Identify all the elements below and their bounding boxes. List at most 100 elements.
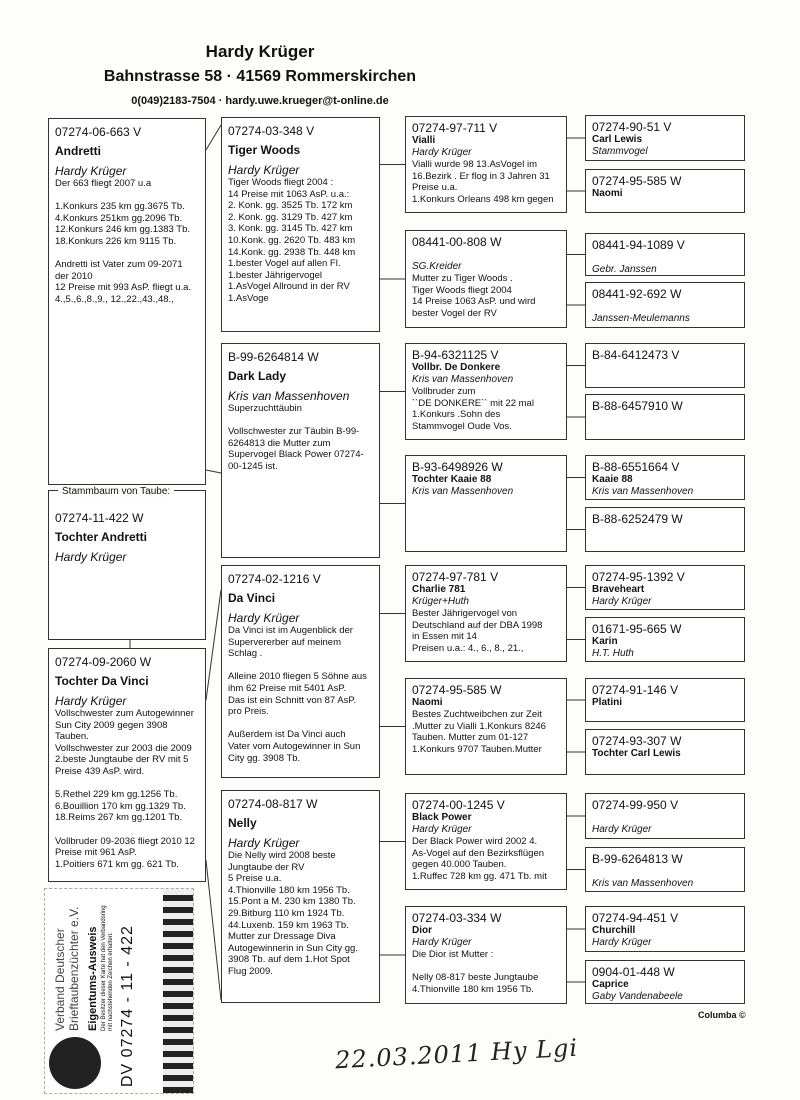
ring-number: 07274-90-51 V [592, 120, 672, 134]
great-great-grandparent-box: 07274-95-1392 V Braveheart Hardy Krüger [585, 565, 745, 610]
breeder-contact: 0(049)2183-7504 · hardy.uwe.krueger@t-on… [131, 95, 389, 107]
great-grandparent-box: 07274-00-1245 V Black Power Hardy Krüger De… [405, 793, 567, 890]
great-great-grandparent-box: 07274-91-146 V Platini [585, 678, 745, 722]
pigeon-name: Dark Lady [228, 369, 287, 383]
ring-number: 08441-92-692 W [592, 287, 682, 301]
great-grandparent-box: 08441-00-808 W SG.Kreider Mutter zu Tiger … [405, 230, 567, 328]
pigeon-notes: Mutter zu Tiger Woods . Tiger Woods flie… [412, 273, 536, 319]
ring-number: 07274-95-585 W [592, 174, 682, 188]
ring-number: 07274-91-146 V [592, 683, 679, 697]
breeder-name: Hardy Krüger [55, 550, 127, 564]
dam-box: 07274-09-2060 W Tochter Da Vinci Hardy Krü… [48, 648, 206, 882]
ring-number: 07274-03-334 W [412, 911, 502, 925]
great-great-grandparent-box: 07274-90-51 V Carl Lewis Stammvogel [585, 115, 745, 161]
stamp-organization: Verband Deutscher Brieftaubenzüchter e.V… [53, 906, 81, 1031]
great-great-grandparent-box: B-88-6252479 W [585, 507, 745, 552]
pigeon-notes: Superzuchttäubin Vollschwester zur Täubi… [228, 403, 364, 472]
pigeon-name: Caprice [592, 979, 629, 990]
breeder-name: Krüger+Huth [412, 596, 469, 607]
pigeon-notes: Vialli wurde 98 13.AsVogel im 16.Bezirk … [412, 159, 554, 205]
copyright-label: Columba © [698, 1010, 746, 1020]
pigeon-notes: Vollbruder zum ``DE DONKERE`` mit 22 mal… [412, 386, 534, 432]
grandparent-box: 07274-02-1216 V Da Vinci Hardy Krüger Da Vi… [221, 565, 380, 778]
great-grandparent-box: 07274-03-334 W Dior Hardy Krüger Die Dior i… [405, 906, 567, 1004]
stamp-subtitle: Der Besitzer dieser Karte hat den Verban… [101, 905, 114, 1031]
breeder-name: Kris van Massenhoven [412, 486, 514, 497]
connector-line [205, 469, 222, 474]
breeder-name: Hardy Krüger [412, 937, 472, 948]
great-grandparent-box: 07274-97-781 V Charlie 781 Krüger+Huth Best… [405, 565, 567, 662]
breeder-name: Hardy Krüger [228, 163, 300, 177]
pigeon-notes: Bester Jährigervogel von Deutschland auf… [412, 608, 543, 654]
association-logo-icon [49, 1037, 101, 1089]
ring-number: 07274-94-451 V [592, 911, 679, 925]
pigeon-notes: Die Nelly wird 2008 beste Jungtaube der … [228, 850, 358, 977]
breeder-name: Kris van Massenhoven [412, 374, 514, 385]
breeder-name: Hardy Krüger [412, 147, 472, 158]
ring-number: B-99-6264813 W [592, 852, 683, 866]
pigeon-name: Tochter Kaaie 88 [412, 474, 492, 485]
pigeon-name: Andretti [55, 144, 101, 158]
sire-box: 07274-06-663 V Andretti Hardy Krüger Der 66… [48, 118, 206, 485]
breeder-name: Kris van Massenhoven [592, 486, 694, 497]
great-great-grandparent-box: 08441-92-692 W Janssen-Meulemanns [585, 282, 745, 328]
ring-number: 07274-09-2060 W [55, 655, 152, 669]
pigeon-name: Platini [592, 697, 623, 708]
stamp-title: Eigentums-Ausweis [87, 926, 99, 1031]
connector-line [205, 859, 222, 1001]
great-great-grandparent-box: 07274-99-950 V Hardy Krüger [585, 793, 745, 839]
great-great-grandparent-box: B-88-6457910 W [585, 394, 745, 440]
breeder-name: Hardy Krüger [228, 611, 300, 625]
breeder-name: Kris van Massenhoven [228, 389, 350, 403]
great-great-grandparent-box: B-88-6551664 V Kaaie 88 Kris van Massenhov… [585, 455, 745, 500]
pigeon-name: Tochter Da Vinci [55, 674, 149, 688]
breeder-name: Hardy Krüger [592, 824, 652, 835]
breeder-name: Hardy Krüger [55, 164, 127, 178]
breeder-name: Hardy Krüger [592, 937, 652, 948]
great-grandparent-box: B-93-6498926 W Tochter Kaaie 88 Kris van M… [405, 455, 567, 552]
breeder-name: Hardy Krüger [205, 42, 315, 61]
ring-number: 08441-94-1089 V [592, 238, 685, 252]
pigeon-notes: Tiger Woods fliegt 2004 : 14 Preise mit … [228, 177, 356, 304]
breeder-name: Hardy Krüger [412, 824, 472, 835]
breeder-name: Hardy Krüger [228, 836, 300, 850]
pigeon-notes: Der Black Power wird 2002 4. As-Vogel au… [412, 836, 547, 882]
pigeon-name: Karin [592, 636, 618, 647]
ring-number: 01671-95-665 W [592, 622, 682, 636]
pigeon-name: Tochter Carl Lewis [592, 748, 681, 759]
pigeon-name: Charlie 781 [412, 584, 466, 595]
breeder-name: H.T. Huth [592, 648, 634, 659]
ring-number: 0904-01-448 W [592, 965, 675, 979]
breeder-name: Kris van Massenhoven [592, 878, 694, 889]
ring-number: 07274-00-1245 V [412, 798, 505, 812]
pigeon-notes: Bestes Zuchtweibchen zur Zeit .Mutter zu… [412, 709, 546, 755]
ring-number: 07274-03-348 V [228, 124, 315, 138]
ring-number: 07274-95-1392 V [592, 570, 685, 584]
ownership-card-stamp: Verband Deutscher Brieftaubenzüchter e.V… [44, 888, 194, 1094]
breeder-name: Gebr. Janssen [592, 264, 657, 275]
ring-number: 07274-97-711 V [412, 121, 498, 135]
pigeon-name: Vialli [412, 135, 436, 146]
pigeon-name: Braveheart [592, 584, 645, 595]
great-great-grandparent-box: 07274-93-307 W Tochter Carl Lewis [585, 729, 745, 775]
breeder-name: SG.Kreider [412, 261, 462, 272]
great-great-grandparent-box: B-84-6412473 V [585, 343, 745, 388]
great-grandparent-box: 07274-95-585 W Naomi Bestes Zuchtweibchen … [405, 678, 567, 775]
great-grandparent-box: 07274-97-711 V Vialli Hardy Krüger Vialli w… [405, 116, 567, 213]
pigeon-name: Carl Lewis [592, 134, 643, 145]
pigeon-notes: Die Dior ist Mutter : Nelly 08-817 beste… [412, 949, 539, 995]
great-great-grandparent-box: B-99-6264813 W Kris van Massenhoven [585, 847, 745, 892]
pigeon-name: Kaaie 88 [592, 474, 633, 485]
ring-number: 07274-02-1216 V [228, 572, 321, 586]
great-grandparent-box: B-94-6321125 V Vollbr. De Donkere Kris van… [405, 343, 567, 440]
subject-box: 07274-11-422 W Tochter Andretti Hardy Krüg… [48, 490, 206, 640]
pigeon-name: Tochter Andretti [55, 530, 147, 544]
pigeon-name: Churchill [592, 925, 636, 936]
ring-number: 08441-00-808 W [412, 235, 502, 249]
breeder-name: Hardy Krüger [592, 596, 652, 607]
ring-number: 07274-99-950 V [592, 798, 679, 812]
breeder-address: Bahnstrasse 58 · 41569 Rommerskirchen [103, 68, 417, 85]
great-great-grandparent-box: 08441-94-1089 V Gebr. Janssen [585, 233, 745, 276]
subject-legend: Stammbaum von Taube: [58, 486, 175, 497]
